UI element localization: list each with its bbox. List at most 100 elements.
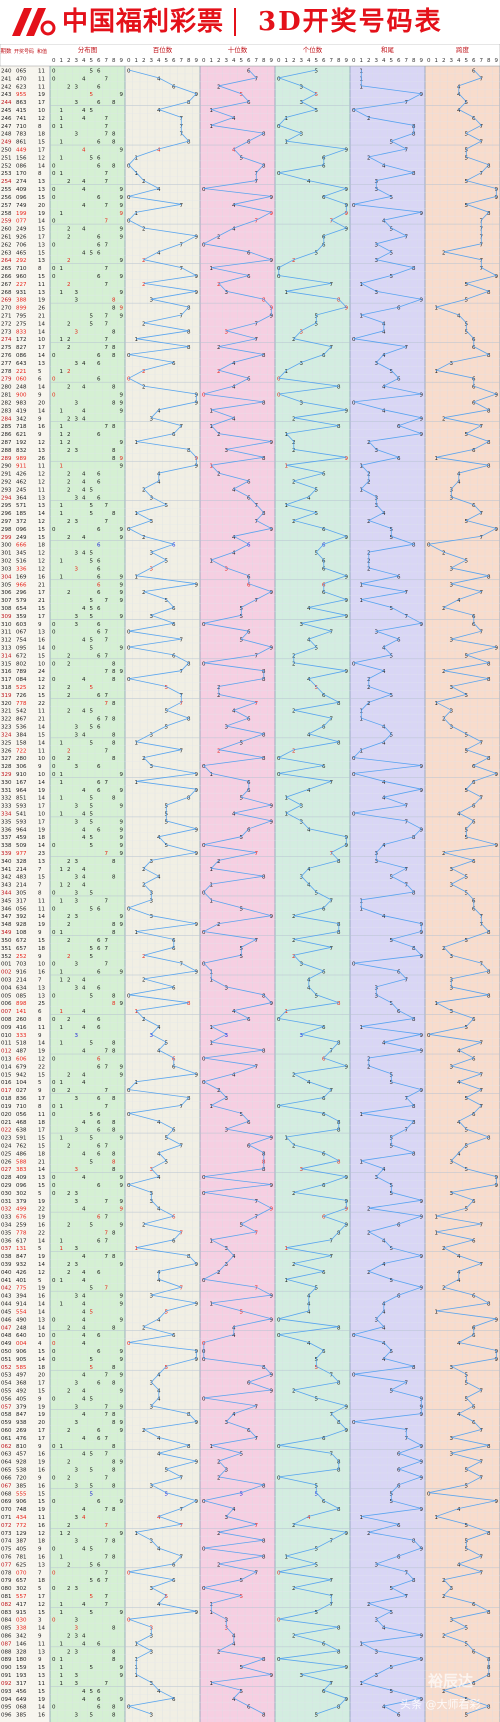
trend-point: 4 (382, 163, 386, 169)
distribution-mark: 4 (82, 179, 86, 185)
number-label: 086 (16, 163, 27, 169)
distribution-mark: 2 (67, 440, 71, 446)
trend-point: 7 (480, 630, 484, 636)
digit-header: 5 (165, 58, 169, 64)
distribution-mark: 4 (82, 495, 86, 501)
distribution-mark: 4 (82, 1317, 86, 1323)
number-label: 593 (16, 804, 27, 810)
trend-point: 4 (457, 1412, 461, 1418)
trend-point: 8 (412, 543, 416, 549)
distribution-mark: 9 (120, 1207, 124, 1213)
trend-point: 5 (240, 1578, 244, 1584)
trend-point: 8 (487, 1673, 491, 1679)
distribution-mark: 3 (75, 1199, 79, 1205)
distribution-mark: 4 (82, 732, 86, 738)
trend-point: 4 (307, 1341, 311, 1347)
issue-label: 006 (1, 1001, 12, 1007)
sum-label: 22 (38, 1064, 45, 1070)
trend-line (277, 69, 348, 1715)
distribution-mark: 2 (67, 922, 71, 928)
number-label: 833 (16, 329, 27, 335)
issue-label: 027 (1, 1167, 12, 1173)
trend-point: 8 (487, 408, 491, 414)
sum-label: 17 (38, 1128, 45, 1134)
trend-point: 1 (285, 290, 289, 296)
trend-point: 1 (135, 930, 139, 936)
trend-point: 8 (337, 1507, 341, 1513)
sum-label: 12 (38, 1270, 45, 1276)
distribution-mark: 2 (67, 859, 71, 865)
number-label: 269 (16, 1428, 27, 1434)
trend-point: 8 (262, 756, 266, 762)
sum-label: 17 (38, 1594, 45, 1600)
number-label: 955 (16, 92, 27, 98)
issue-label: 258 (1, 211, 12, 217)
trend-point: 5 (465, 732, 469, 738)
issue-label: 241 (1, 76, 12, 82)
issue-label: 095 (1, 1705, 12, 1711)
trend-point: 9 (345, 227, 349, 233)
trend-point: 7 (405, 148, 409, 154)
trend-point: 5 (465, 1096, 469, 1102)
trend-point: 2 (442, 1689, 446, 1695)
trend-point: 9 (270, 590, 274, 596)
distribution-mark: 1 (60, 266, 64, 272)
trend-point: 3 (375, 1649, 379, 1655)
distribution-mark: 6 (97, 1096, 101, 1102)
trend-point: 8 (187, 1412, 191, 1418)
trend-point: 7 (255, 337, 259, 343)
trend-point: 6 (397, 1713, 401, 1719)
number-label: 457 (16, 1452, 27, 1458)
trend-point: 0 (202, 962, 206, 968)
distribution-mark: 6 (97, 693, 101, 699)
distribution-mark: 4 (82, 883, 86, 889)
sum-label: 15 (38, 527, 45, 533)
trend-point: 9 (195, 92, 199, 98)
number-label: 863 (16, 100, 27, 106)
number-label: 245 (16, 487, 27, 493)
trend-point: 6 (172, 1064, 176, 1070)
sum-label: 15 (38, 606, 45, 612)
trend-point: 1 (210, 124, 214, 130)
trend-point: 8 (262, 1483, 266, 1489)
issue-label: 046 (1, 1317, 12, 1323)
sum-label: 14 (38, 1309, 45, 1315)
trend-point: 9 (345, 1665, 349, 1671)
issue-label: 342 (1, 875, 12, 881)
sum-label: 14 (38, 1041, 45, 1047)
distribution-mark: 9 (120, 314, 124, 320)
distribution-mark: 0 (52, 1341, 56, 1347)
distribution-mark: 1 (60, 1238, 64, 1244)
distribution-mark: 8 (112, 1420, 116, 1426)
trend-point: 1 (360, 1681, 364, 1687)
trend-point: 6 (322, 1689, 326, 1695)
trend-point: 1 (135, 1246, 139, 1252)
issue-label: 278 (1, 369, 12, 375)
distribution-mark: 1 (60, 1025, 64, 1031)
trend-point: 6 (472, 804, 476, 810)
number-label: 221 (16, 369, 27, 375)
trend-point: 9 (195, 922, 199, 928)
trend-point: 0 (352, 203, 356, 209)
issue-label: 323 (1, 725, 12, 731)
distribution-mark: 2 (67, 938, 71, 944)
trend-point: 2 (217, 345, 221, 351)
issue-label: 017 (1, 1088, 12, 1094)
digit-header: 5 (240, 58, 244, 64)
distribution-mark: 1 (60, 369, 64, 375)
trend-point: 5 (315, 1286, 319, 1292)
trend-point: 3 (150, 1586, 154, 1592)
distribution-mark: 2 (67, 653, 71, 659)
distribution-mark: 6 (97, 788, 101, 794)
distribution-mark: 6 (97, 566, 101, 572)
trend-point: 3 (150, 519, 154, 525)
sum-label: 15 (38, 1499, 45, 1505)
trend-point: 4 (382, 1041, 386, 1047)
trend-point: 8 (337, 298, 341, 304)
trend-point: 2 (292, 1634, 296, 1640)
issue-label: 338 (1, 843, 12, 849)
trend-point: 0 (127, 1112, 131, 1118)
trend-point: 5 (465, 559, 469, 565)
trend-point: 3 (225, 329, 229, 335)
distribution-mark: 4 (82, 487, 86, 493)
